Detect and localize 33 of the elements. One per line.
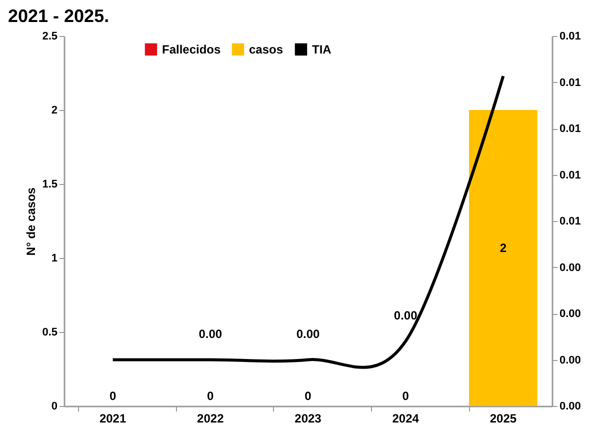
y-tick-label: 1.5 bbox=[42, 178, 58, 190]
y2-tick-label: 0.00 bbox=[560, 262, 581, 274]
data-label: 0.00 bbox=[394, 308, 418, 322]
data-label: 0 bbox=[304, 389, 312, 403]
legend-label: TIA bbox=[312, 42, 332, 56]
y-tick-label: 0.5 bbox=[42, 326, 58, 338]
chart-title: 2021 - 2025. bbox=[8, 6, 110, 26]
x-tick-label: 2023 bbox=[294, 412, 322, 426]
data-label: 0 bbox=[109, 389, 116, 403]
y-tick-label: 1 bbox=[51, 252, 58, 264]
data-label: 0.00 bbox=[198, 326, 222, 341]
y2-tick-label: 0.01 bbox=[560, 30, 581, 42]
legend-label: casos bbox=[249, 42, 284, 56]
x-tick-label: 2021 bbox=[99, 412, 126, 426]
y2-tick-label: 0.01 bbox=[560, 76, 581, 89]
data-label: 0 bbox=[402, 389, 410, 403]
y-tick-label: 2.5 bbox=[42, 30, 58, 42]
y2-tick-label: 0.01 bbox=[560, 123, 581, 135]
y2-tick-label: 0.00 bbox=[560, 308, 581, 320]
x-tick-label: 2025 bbox=[490, 412, 517, 426]
x-tick-label: 2024 bbox=[392, 412, 420, 426]
data-label: 0.00 bbox=[296, 326, 320, 341]
legend-label: Fallecidos bbox=[162, 42, 222, 56]
data-label: 2 bbox=[500, 241, 507, 255]
y2-tick-label: 0.00 bbox=[560, 354, 581, 366]
y-tick-label: 0 bbox=[51, 400, 58, 412]
y-tick-label: 2 bbox=[51, 104, 58, 116]
y2-tick-label: 0.01 bbox=[560, 169, 581, 182]
y2-tick-label: 0.01 bbox=[560, 216, 581, 228]
x-tick-label: 2022 bbox=[197, 412, 224, 426]
y2-tick-label: 0.00 bbox=[560, 400, 581, 412]
y-axis-title: N° de casos bbox=[24, 187, 38, 256]
data-label: 0 bbox=[207, 389, 214, 403]
